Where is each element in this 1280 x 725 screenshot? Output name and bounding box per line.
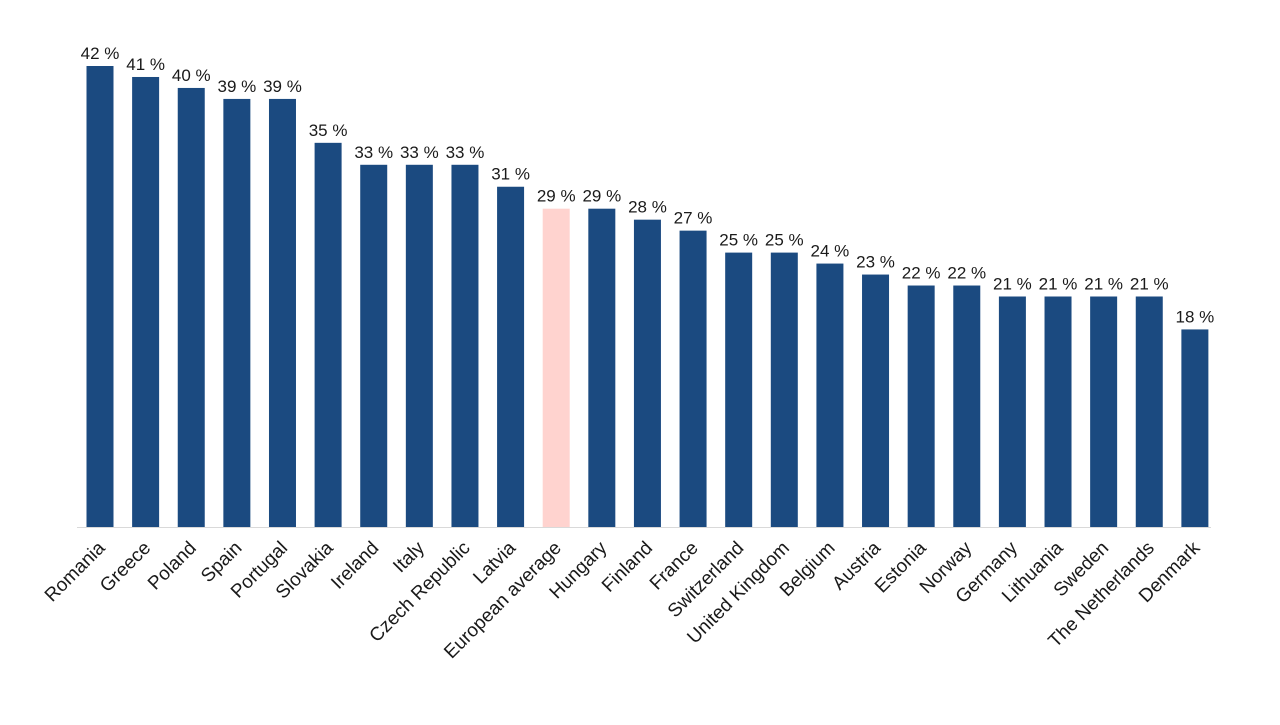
value-label-switzerland: 25 % — [719, 231, 758, 250]
bar-united-kingdom — [770, 252, 798, 527]
bar-greece — [132, 76, 160, 527]
value-labels-group: 42 % 41 % 40 % 39 % 39 % 35 % 33 % 33 % 33 % 31 %… — [81, 44, 1215, 326]
category-label-greece: Greece — [96, 538, 155, 597]
category-label-ireland: Ireland — [327, 538, 383, 594]
bar-belgium — [816, 263, 844, 527]
bar-sweden — [1090, 296, 1118, 527]
bar-france — [679, 230, 707, 527]
category-label-italy: Italy — [389, 537, 429, 577]
value-label-italy: 33 % — [400, 143, 439, 162]
bar-spain — [223, 98, 251, 528]
bar-finland — [633, 219, 661, 528]
value-label-germany: 21 % — [993, 275, 1032, 294]
bars-group — [86, 66, 1209, 528]
value-label-european-average: 29 % — [537, 187, 576, 206]
category-label-poland: Poland — [144, 538, 201, 595]
bar-italy — [405, 164, 433, 528]
bar-latvia — [497, 186, 525, 528]
value-label-austria: 23 % — [856, 253, 895, 272]
bar-poland — [177, 87, 205, 527]
bar-germany — [998, 296, 1026, 527]
bar-slovakia — [314, 142, 342, 527]
category-label-finland: Finland — [598, 538, 657, 597]
bar-estonia — [907, 285, 935, 527]
value-label-latvia: 31 % — [491, 165, 530, 184]
bar-ireland — [360, 164, 388, 528]
value-label-france: 27 % — [674, 209, 713, 228]
value-label-denmark: 18 % — [1176, 307, 1215, 326]
value-label-portugal: 39 % — [263, 77, 302, 96]
bar-european-average — [542, 208, 570, 527]
bar-portugal — [268, 98, 296, 528]
bar-switzerland — [725, 252, 753, 527]
value-label-poland: 40 % — [172, 66, 211, 85]
value-label-ireland: 33 % — [354, 143, 393, 162]
value-label-sweden: 21 % — [1084, 275, 1123, 294]
bar-hungary — [588, 208, 616, 527]
value-label-lithuania: 21 % — [1039, 275, 1078, 294]
value-label-czech-republic: 33 % — [446, 143, 485, 162]
value-label-spain: 39 % — [217, 77, 256, 96]
value-label-slovakia: 35 % — [309, 121, 348, 140]
bar-the-netherlands — [1135, 296, 1163, 527]
value-label-belgium: 24 % — [811, 242, 850, 261]
bar-romania — [86, 66, 114, 527]
value-label-hungary: 29 % — [582, 187, 621, 206]
bar-norway — [953, 285, 981, 527]
value-label-norway: 22 % — [947, 264, 986, 283]
value-label-united-kingdom: 25 % — [765, 231, 804, 250]
value-label-the-netherlands: 21 % — [1130, 275, 1169, 294]
category-label-romania: Romania — [41, 537, 110, 606]
bar-lithuania — [1044, 296, 1072, 527]
value-label-greece: 41 % — [126, 55, 165, 74]
value-label-estonia: 22 % — [902, 264, 941, 283]
value-label-romania: 42 % — [81, 44, 120, 63]
bar-czech-republic — [451, 164, 479, 528]
category-labels-group: RomaniaGreecePolandSpainPortugalSlovakia… — [41, 537, 1205, 663]
bar-denmark — [1181, 329, 1209, 527]
value-label-finland: 28 % — [628, 198, 667, 217]
bar-austria — [862, 274, 890, 527]
